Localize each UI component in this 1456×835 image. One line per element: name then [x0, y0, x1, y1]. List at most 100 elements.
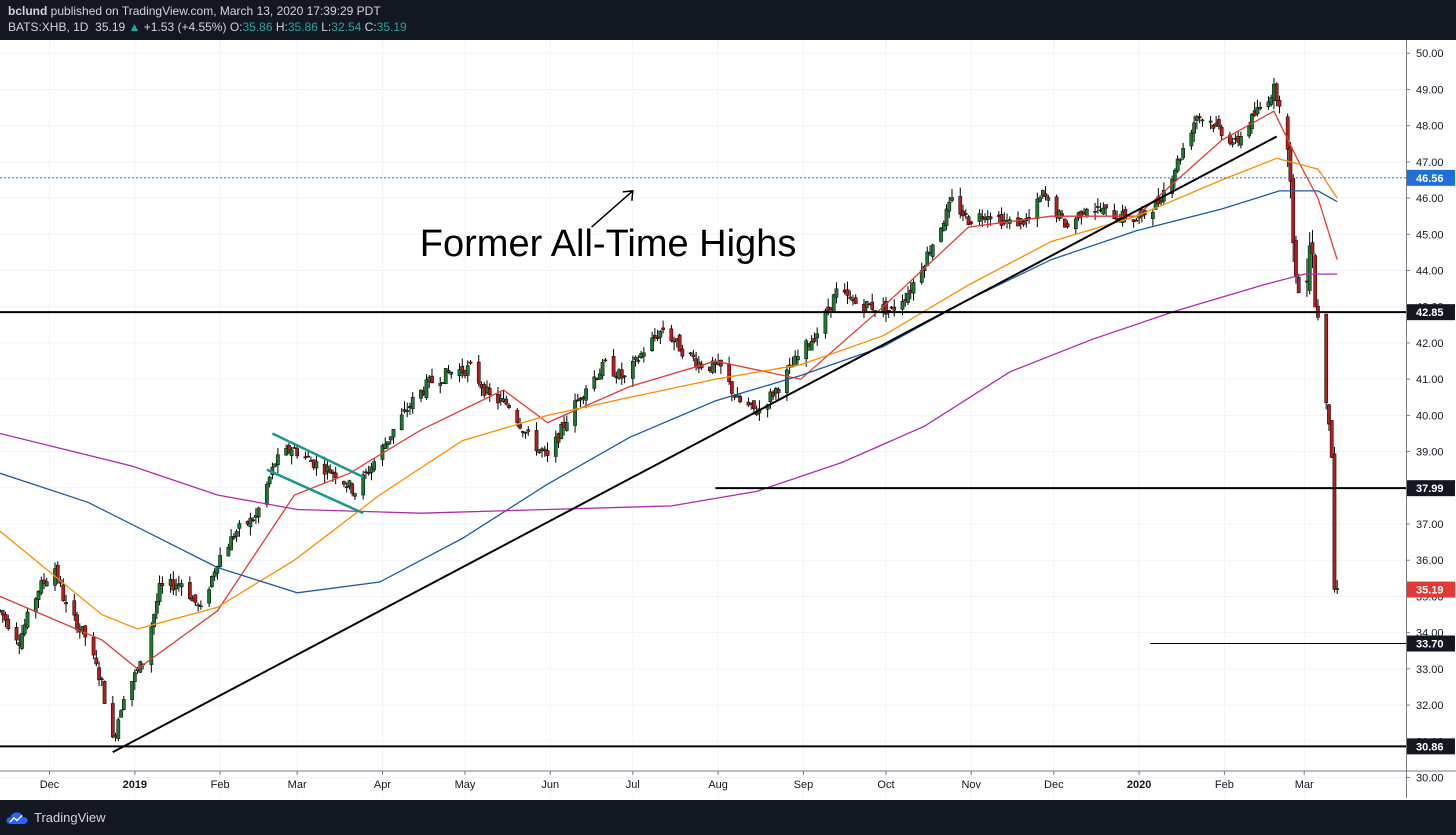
candle-up	[438, 383, 443, 386]
candle-up	[584, 388, 588, 401]
candle-down	[892, 306, 897, 311]
candle-down	[1159, 200, 1163, 203]
candle-down	[342, 481, 346, 485]
candle-up	[630, 361, 635, 379]
candle-up	[1181, 148, 1185, 159]
brand-label: TradingView	[34, 810, 106, 825]
candle-up	[573, 400, 577, 426]
candle-up	[650, 337, 654, 351]
candle-down	[1329, 420, 1334, 458]
time-tick-label: May	[455, 779, 476, 791]
candle-up	[944, 208, 949, 226]
candle-up	[1269, 97, 1274, 105]
candle-up	[1093, 211, 1097, 213]
candle-down	[515, 410, 520, 423]
price-tick-label: 30.00	[1416, 773, 1444, 785]
symbol-ohlc-line: BATS:XHB, 1D 35.19 ▲ +1.53 (+4.55%) O:35…	[8, 20, 407, 34]
candle-up	[947, 201, 952, 212]
candle-down	[97, 667, 101, 681]
candle-down	[333, 472, 338, 479]
candle-up	[1195, 116, 1199, 121]
candle-down	[677, 334, 682, 352]
candle-up	[273, 463, 277, 467]
candle-down	[504, 398, 509, 405]
tradingview-brand[interactable]: TradingView	[6, 810, 106, 825]
candle-down	[966, 216, 971, 226]
candle-up	[154, 601, 159, 614]
candle-up	[256, 507, 261, 518]
price-level-badge-label: 33.70	[1416, 639, 1444, 651]
candle-up	[36, 590, 41, 600]
price-chart[interactable]: Former All-Time Highs30.0031.0032.0033.0…	[0, 40, 1456, 800]
candle-down	[988, 216, 993, 220]
low-value: 32.54	[331, 20, 362, 34]
candle-up	[237, 523, 242, 529]
candle-down	[1274, 83, 1279, 102]
candle-down	[672, 340, 676, 343]
candle-up	[248, 517, 253, 528]
price-level-badge-label: 30.86	[1416, 741, 1444, 753]
price-level-badge-bg	[1407, 169, 1455, 186]
price-tick-label: 41.00	[1416, 374, 1444, 386]
low-label: L:	[321, 20, 332, 34]
candle-up	[325, 465, 330, 472]
candle-down	[476, 361, 481, 384]
candle-down	[1211, 124, 1216, 129]
candle-up	[834, 288, 839, 298]
high-label: H:	[275, 20, 288, 34]
price-level-badge-bg	[1407, 304, 1455, 321]
time-tick-label: Mar	[1295, 779, 1314, 791]
candle-down	[1291, 177, 1296, 243]
candle-down	[1327, 404, 1331, 425]
candle-up	[633, 356, 638, 361]
price-tick-label: 46.00	[1416, 193, 1444, 205]
candle-down	[287, 444, 291, 453]
candle-up	[1035, 198, 1040, 219]
candle-up	[132, 672, 137, 682]
candle-down	[295, 448, 300, 457]
candle-up	[1175, 158, 1180, 172]
candle-down	[870, 301, 875, 310]
candle-up	[410, 396, 415, 409]
candle-up	[210, 576, 214, 587]
candle-down	[776, 389, 781, 393]
candle-down	[366, 472, 371, 474]
candle-up	[658, 330, 663, 338]
chart-area[interactable]: Former All-Time Highs30.0031.0032.0033.0…	[0, 40, 1456, 800]
candle-down	[460, 365, 465, 373]
candle-up	[1200, 119, 1205, 122]
author-name[interactable]: bclund	[8, 4, 48, 18]
candle-down	[526, 429, 531, 432]
time-axis: Dec 2019 Feb Mar Apr May Jun Jul Aug Sep Oct Nov Dec…	[0, 770, 1456, 800]
price-tick-label: 36.00	[1416, 555, 1444, 567]
candle-up	[391, 428, 396, 438]
time-tick-label: Feb	[211, 779, 230, 791]
candle-down	[1062, 218, 1067, 228]
candle-up	[20, 633, 24, 649]
candle-up	[523, 432, 528, 434]
candle-up	[174, 584, 178, 590]
bull-flag-line	[266, 468, 364, 515]
candle-down	[661, 327, 665, 330]
candle-down	[884, 300, 888, 315]
candle-up	[1189, 132, 1194, 147]
candle-down	[1294, 239, 1298, 277]
price-level-badge-label: 37.99	[1416, 483, 1444, 495]
candle-down	[655, 336, 660, 339]
symbol-label[interactable]: BATS:XHB, 1D	[8, 20, 89, 34]
candle-down	[160, 583, 165, 586]
candle-up	[963, 213, 968, 215]
candle-up	[372, 461, 377, 471]
publish-text: published on TradingView.com, March 13, …	[50, 4, 381, 18]
candle-up	[449, 372, 454, 375]
candle-up	[641, 352, 646, 357]
candle-up	[1250, 113, 1254, 129]
candles	[0, 77, 1340, 742]
candle-up	[344, 486, 349, 488]
candle-down	[251, 519, 255, 522]
candle-down	[853, 297, 858, 304]
price-tick-label: 44.00	[1416, 266, 1444, 278]
candle-down	[752, 400, 756, 410]
price-tick-label: 50.00	[1416, 48, 1444, 60]
candle-down	[669, 328, 674, 342]
